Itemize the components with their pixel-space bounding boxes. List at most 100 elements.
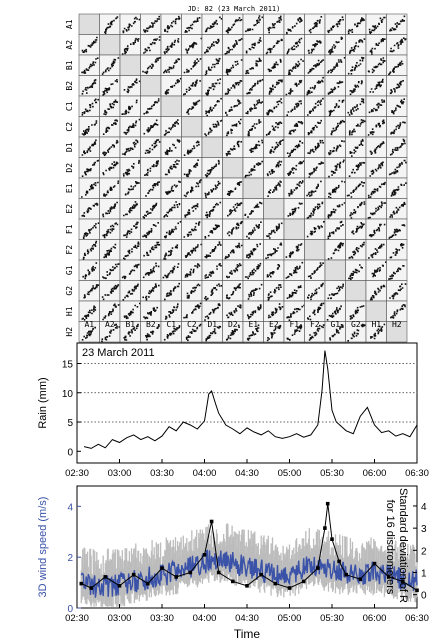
wind-right-tick-label: 1	[421, 569, 427, 580]
matrix-cell-frame	[283, 116, 305, 138]
matrix-cell-F2-A1	[78, 239, 100, 261]
matrix-cell-points	[205, 201, 222, 219]
matrix-cells	[78, 13, 408, 343]
matrix-cell-A1-F1	[283, 13, 305, 35]
matrix-cell-points	[391, 98, 405, 115]
matrix-cell-C1-C1	[160, 95, 182, 117]
matrix-cell-frame	[99, 75, 121, 97]
std-dev-marker	[146, 581, 150, 586]
wind-speed-line	[80, 549, 418, 598]
matrix-cell-points	[349, 305, 365, 320]
matrix-cell-points	[143, 98, 160, 115]
std-dev-markers	[79, 501, 419, 593]
matrix-cell-E2-E1	[242, 198, 264, 220]
wind-right-tick-label: 0	[421, 591, 427, 602]
std-dev-marker	[358, 577, 363, 581]
rain-x-tick-label: 03:00	[108, 468, 132, 479]
matrix-cell-A2-C2	[181, 34, 203, 56]
matrix-bottom-labels: A1 A2 B1 B2 C1 C2 D1 D2 E1 E2 F1 F2 G1 G2 H1 H2	[84, 320, 401, 329]
matrix-cell-frame	[304, 259, 326, 281]
matrix-cell-points	[204, 283, 223, 301]
matrix-cell-C1-G1	[324, 95, 346, 117]
matrix-cell-F1-E2	[263, 218, 285, 240]
matrix-cell-frame	[119, 54, 141, 76]
right-y-label-line-2: for 16 disdrometers	[384, 500, 396, 595]
matrix-cell-points	[389, 80, 404, 95]
matrix-cell-points	[288, 180, 304, 197]
matrix-cell-points	[287, 202, 303, 217]
matrix-row-label: F2	[65, 245, 74, 255]
matrix-cell-points	[388, 265, 405, 280]
matrix-cell-points	[163, 201, 181, 218]
matrix-cell-A2-A2	[99, 34, 121, 56]
rain-y-tick-label: 15	[62, 359, 74, 370]
matrix-cell-D1-C1	[160, 136, 182, 158]
matrix-cell-G1-H1	[365, 259, 387, 281]
std-dev-marker	[325, 501, 330, 506]
matrix-cell-points	[164, 221, 182, 239]
matrix-cell-points	[389, 37, 407, 53]
matrix-cell-points	[247, 283, 263, 300]
matrix-cell-points	[121, 99, 138, 115]
matrix-cell-D2-A1	[78, 157, 100, 179]
matrix-cell-C1-F2	[304, 95, 326, 117]
rain-x-tick-label: 04:00	[193, 468, 217, 479]
matrix-cell-points	[367, 201, 387, 219]
matrix-cell-B2-B2	[140, 75, 162, 97]
matrix-cell-points	[183, 221, 201, 238]
matrix-cell-frame	[345, 280, 367, 302]
matrix-cell-frame	[160, 239, 182, 261]
wind-x-tick-label: 06:00	[363, 613, 387, 624]
matrix-cell-G2-F1	[283, 280, 305, 302]
matrix-cell-points	[123, 221, 139, 238]
matrix-cell-frame	[324, 157, 346, 179]
std-dev-marker	[330, 537, 334, 541]
matrix-cell-F2-A2	[99, 239, 121, 261]
matrix-col-label: A2	[105, 320, 115, 329]
matrix-cell-E2-H1	[365, 198, 387, 220]
matrix-cell-F1-F1	[283, 218, 305, 240]
matrix-cell-points	[388, 60, 404, 76]
matrix-cell-B2-F1	[283, 75, 305, 97]
wind-right-tick-label: 3	[421, 524, 427, 535]
matrix-cell-E2-G1	[324, 198, 346, 220]
matrix-cell-points	[142, 283, 160, 301]
matrix-cell-points	[184, 263, 201, 278]
matrix-cell-G2-H1	[365, 280, 387, 302]
rain-x-tick-label: 06:30	[405, 468, 429, 479]
matrix-cell-H1-B1	[119, 300, 141, 322]
matrix-cell-B1-E2	[263, 54, 285, 76]
matrix-cell-B1-H1	[365, 54, 387, 76]
matrix-cell-points	[245, 15, 264, 33]
matrix-cell-points	[347, 98, 365, 116]
matrix-cell-points	[225, 59, 243, 76]
matrix-cell-points	[204, 38, 220, 54]
matrix-col-label: F2	[310, 320, 320, 329]
matrix-cell-points	[102, 222, 119, 239]
matrix-cell-G1-D2	[222, 259, 244, 281]
matrix-cell-points	[226, 221, 243, 237]
matrix-cell-A1-G1	[324, 13, 346, 35]
matrix-cell-A2-H2	[386, 34, 408, 56]
rain-x-tick-label: 04:30	[235, 468, 259, 479]
matrix-cell-points	[124, 181, 140, 196]
matrix-cell-points	[369, 284, 386, 301]
matrix-col-label: B2	[146, 320, 156, 329]
matrix-row-label: D1	[65, 142, 74, 152]
matrix-cell-A2-F2	[304, 34, 326, 56]
matrix-cell-points	[288, 58, 304, 75]
matrix-cell-H1-E2	[263, 300, 285, 322]
matrix-cell-points	[327, 57, 346, 74]
matrix-cell-G1-E2	[263, 259, 285, 281]
matrix-cell-frame	[201, 95, 223, 117]
matrix-cell-frame	[386, 54, 408, 76]
matrix-cell-points	[164, 15, 181, 33]
matrix-cell-E1-H1	[365, 177, 387, 199]
matrix-cell-G1-F2	[304, 259, 326, 281]
matrix-cell-frame	[78, 280, 100, 302]
matrix-cell-G1-D1	[201, 259, 223, 281]
matrix-cell-points	[204, 241, 222, 259]
matrix-cell-F2-C1	[160, 239, 182, 261]
matrix-cell-C1-H1	[365, 95, 387, 117]
